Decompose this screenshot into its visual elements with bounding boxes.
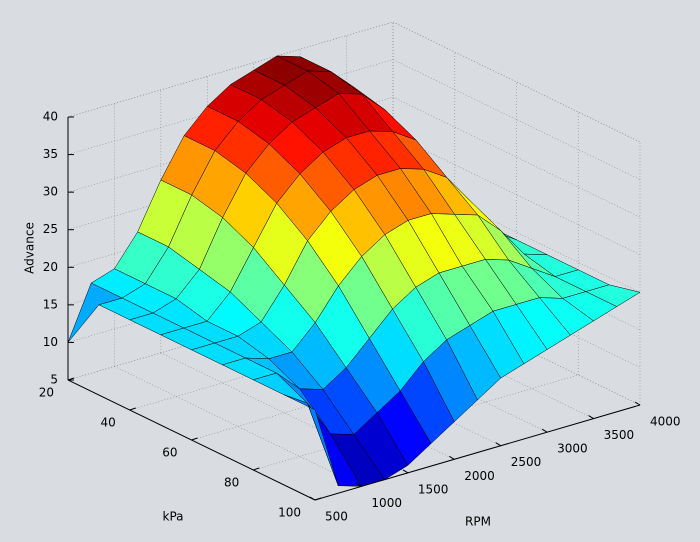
x-tick-label: 3500 xyxy=(604,428,635,442)
y-tick-label: 60 xyxy=(162,446,177,460)
z-tick-label: 25 xyxy=(43,222,58,236)
box-edge xyxy=(67,21,394,118)
z-tick-label: 40 xyxy=(43,110,58,124)
x-tick-label: 1500 xyxy=(418,482,449,496)
y-tick xyxy=(314,497,322,501)
z-tick-label: 30 xyxy=(43,185,58,199)
x-axis xyxy=(314,404,641,501)
x-tick xyxy=(541,428,548,433)
x-axis-label: RPM xyxy=(465,515,491,529)
x-tick-label: 1000 xyxy=(371,496,402,510)
z-axis-label: Advance xyxy=(23,222,37,274)
surface-patch xyxy=(283,394,339,486)
y-tick xyxy=(253,467,260,471)
z-tick-label: 35 xyxy=(43,147,58,161)
box-edge xyxy=(392,21,641,143)
x-tick-label: 2500 xyxy=(511,455,542,469)
z-tick-label: 20 xyxy=(43,260,58,274)
x-tick xyxy=(588,415,594,420)
y-tick-label: 40 xyxy=(100,416,115,430)
grid-line xyxy=(114,366,362,487)
x-tick-label: 4000 xyxy=(650,415,681,429)
grid-line xyxy=(253,374,579,471)
z-tick-label: 15 xyxy=(43,297,58,311)
x-tick xyxy=(634,401,641,406)
x-tick xyxy=(356,482,362,487)
x-tick-label: 2000 xyxy=(464,469,495,483)
z-tick-label: 10 xyxy=(43,335,58,349)
grid-line xyxy=(392,134,641,255)
x-tick xyxy=(402,469,409,474)
x-tick-label: 3000 xyxy=(557,442,588,456)
z-tick-label: 5 xyxy=(50,373,58,387)
y-tick xyxy=(67,377,75,381)
grid-line xyxy=(392,59,641,180)
y-tick xyxy=(191,437,198,441)
x-tick xyxy=(495,442,501,447)
x-tick xyxy=(309,496,316,501)
y-tick-label: 80 xyxy=(224,476,239,490)
y-tick-label: 20 xyxy=(39,386,54,400)
y-tick-label: 100 xyxy=(278,506,301,520)
grid-line xyxy=(67,59,394,155)
grid-line xyxy=(392,96,641,218)
y-tick xyxy=(129,407,136,411)
x-tick-label: 500 xyxy=(325,510,348,524)
y-axis-label: kPa xyxy=(163,510,184,524)
x-tick xyxy=(449,455,455,460)
